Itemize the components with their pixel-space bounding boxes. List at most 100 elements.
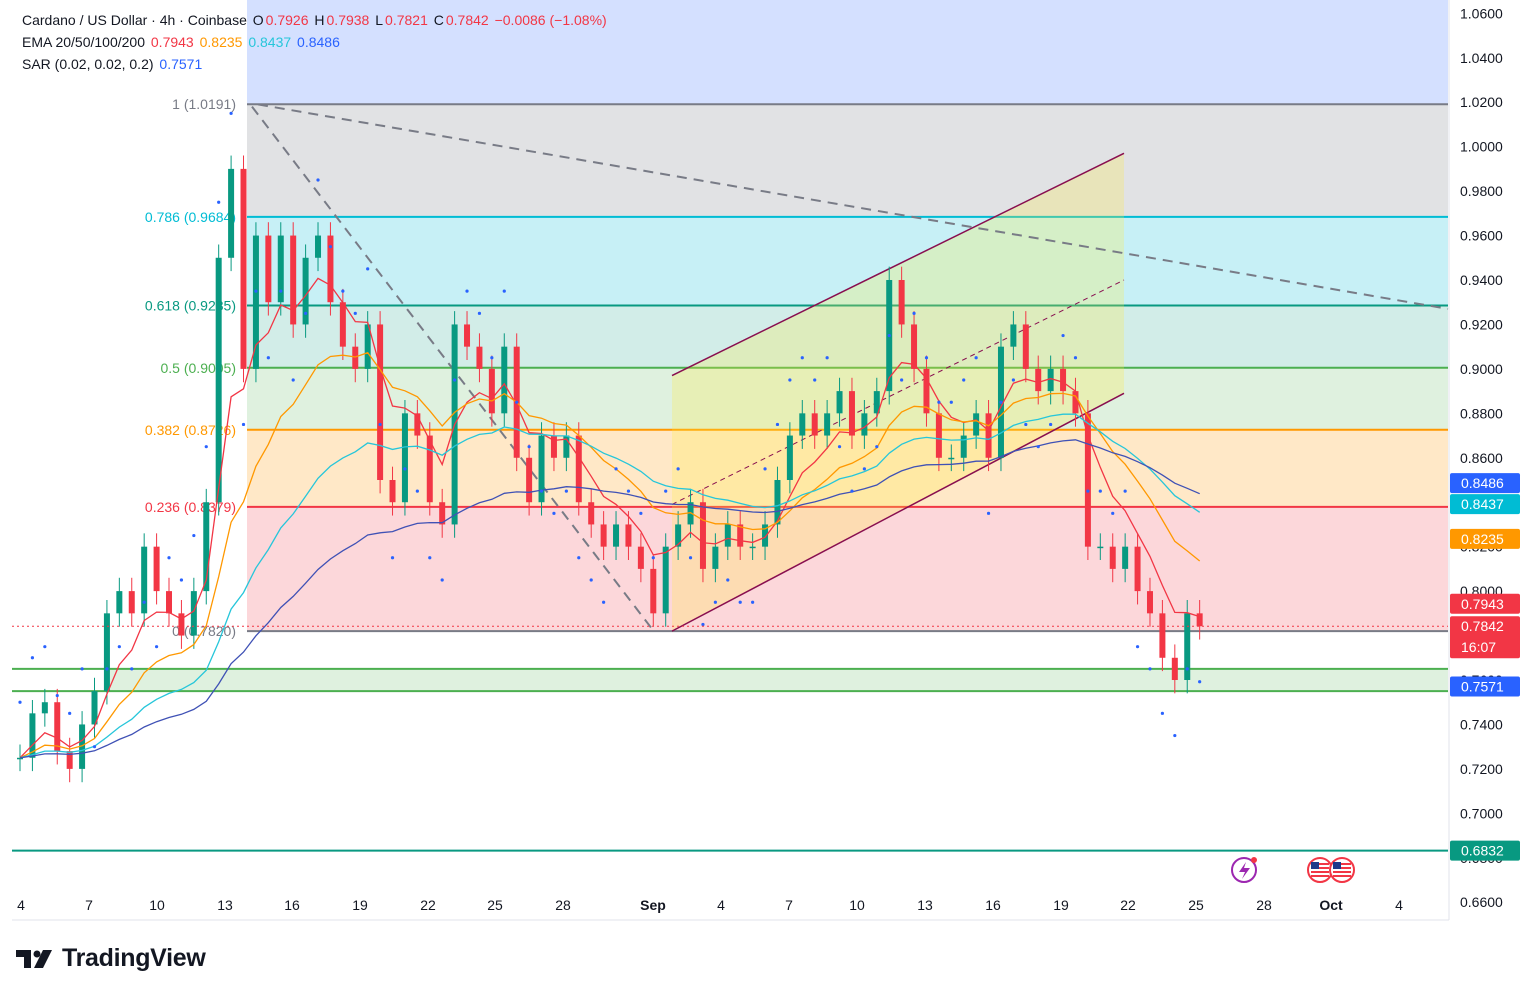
ema20-line[interactable]	[19, 277, 1200, 759]
candle-body[interactable]	[1184, 613, 1191, 680]
candle-body[interactable]	[799, 413, 806, 436]
candle-body[interactable]	[1196, 613, 1203, 627]
candle-body[interactable]	[774, 480, 781, 525]
candle-body[interactable]	[1084, 413, 1091, 547]
candle-body[interactable]	[1060, 368, 1067, 392]
candle-body[interactable]	[948, 457, 955, 460]
candle-body[interactable]	[762, 524, 769, 547]
candle-body[interactable]	[737, 524, 744, 547]
candle-body[interactable]	[848, 391, 855, 436]
channel-upper[interactable]	[671, 152, 1125, 377]
candle-body[interactable]	[339, 302, 346, 347]
channel-mid[interactable]	[671, 279, 1125, 505]
candle-body[interactable]	[836, 391, 843, 414]
candle-body[interactable]	[575, 435, 582, 503]
candle-body[interactable]	[563, 435, 570, 458]
candle-body[interactable]	[1171, 657, 1178, 680]
ema200-line[interactable]	[19, 439, 1200, 759]
candle-body[interactable]	[650, 568, 657, 614]
candle-body[interactable]	[54, 702, 61, 752]
candle-body[interactable]	[240, 168, 247, 369]
candle-body[interactable]	[935, 413, 942, 458]
candle-body[interactable]	[41, 702, 48, 714]
candle-body[interactable]	[985, 413, 992, 458]
channel-lower[interactable]	[671, 392, 1125, 632]
candle-body[interactable]	[17, 757, 23, 760]
candle-body[interactable]	[290, 235, 297, 325]
candle-body[interactable]	[1122, 546, 1129, 569]
price-tag[interactable]	[1450, 494, 1520, 515]
candle-body[interactable]	[811, 413, 818, 436]
candle-body[interactable]	[389, 480, 396, 503]
candle-body[interactable]	[749, 546, 756, 549]
candle-body[interactable]	[66, 751, 73, 769]
candle-body[interactable]	[141, 546, 148, 614]
candle-body[interactable]	[973, 413, 980, 436]
candle-body[interactable]	[712, 546, 719, 569]
candle-body[interactable]	[401, 413, 408, 503]
candle-body[interactable]	[29, 713, 36, 758]
candle-body[interactable]	[1047, 368, 1054, 392]
candle-body[interactable]	[873, 391, 880, 414]
price-tag[interactable]	[1450, 676, 1520, 697]
price-tag[interactable]	[1450, 593, 1520, 614]
candle-body[interactable]	[203, 502, 210, 592]
candle-body[interactable]	[724, 524, 731, 547]
candle-body[interactable]	[538, 435, 545, 503]
candle-body[interactable]	[898, 280, 905, 325]
candle-body[interactable]	[128, 591, 135, 614]
candle-body[interactable]	[1134, 546, 1141, 592]
candle-body[interactable]	[252, 235, 259, 369]
candle-body[interactable]	[923, 368, 930, 414]
candle-body[interactable]	[228, 168, 235, 258]
candle-body[interactable]	[315, 235, 322, 258]
candle-body[interactable]	[377, 324, 384, 480]
tradingview-logo[interactable]: TradingView	[16, 944, 206, 973]
candle-body[interactable]	[464, 324, 471, 347]
candle-body[interactable]	[1109, 546, 1116, 569]
candle-body[interactable]	[488, 368, 495, 414]
legend-ema[interactable]: EMA 20/50/100/200 0.7943 0.8235 0.8437 0…	[22, 34, 342, 50]
candle-body[interactable]	[166, 591, 173, 614]
candle-body[interactable]	[215, 257, 222, 503]
candle-body[interactable]	[1097, 546, 1104, 549]
candle-body[interactable]	[1159, 613, 1166, 658]
candle-body[interactable]	[637, 546, 644, 569]
legend-sar[interactable]: SAR (0.02, 0.02, 0.2) 0.7571	[22, 56, 204, 72]
price-tag[interactable]	[1450, 616, 1520, 659]
candle-body[interactable]	[588, 502, 595, 525]
candle-body[interactable]	[414, 413, 421, 436]
candle-body[interactable]	[625, 524, 632, 547]
candle-body[interactable]	[1035, 368, 1042, 392]
candle-body[interactable]	[1022, 324, 1029, 369]
candle-body[interactable]	[327, 235, 334, 303]
price-tag[interactable]	[1450, 528, 1520, 549]
candle-body[interactable]	[501, 346, 508, 414]
candle-body[interactable]	[675, 524, 682, 547]
price-tag[interactable]	[1450, 840, 1520, 861]
candle-body[interactable]	[786, 435, 793, 480]
price-tag[interactable]	[1450, 473, 1520, 494]
candle-body[interactable]	[265, 235, 272, 303]
candle-body[interactable]	[116, 591, 123, 614]
candle-body[interactable]	[1072, 391, 1079, 414]
candle-body[interactable]	[526, 457, 533, 503]
ema100-line[interactable]	[19, 413, 1201, 759]
candle-body[interactable]	[1146, 591, 1153, 614]
candle-body[interactable]	[613, 524, 620, 547]
candle-body[interactable]	[190, 591, 197, 636]
candle-body[interactable]	[153, 546, 160, 592]
candle-body[interactable]	[960, 435, 967, 458]
candle-body[interactable]	[439, 502, 446, 525]
candle-body[interactable]	[824, 413, 831, 436]
candle-body[interactable]	[600, 524, 607, 547]
candle-body[interactable]	[1010, 324, 1017, 347]
candle-body[interactable]	[476, 346, 483, 369]
candle-body[interactable]	[364, 324, 371, 369]
us-flag-event-icon[interactable]	[1329, 857, 1355, 883]
candle-body[interactable]	[302, 257, 309, 325]
candle-body[interactable]	[911, 324, 918, 369]
us-flag-event-icon[interactable]	[1307, 857, 1333, 883]
candle-body[interactable]	[861, 413, 868, 436]
